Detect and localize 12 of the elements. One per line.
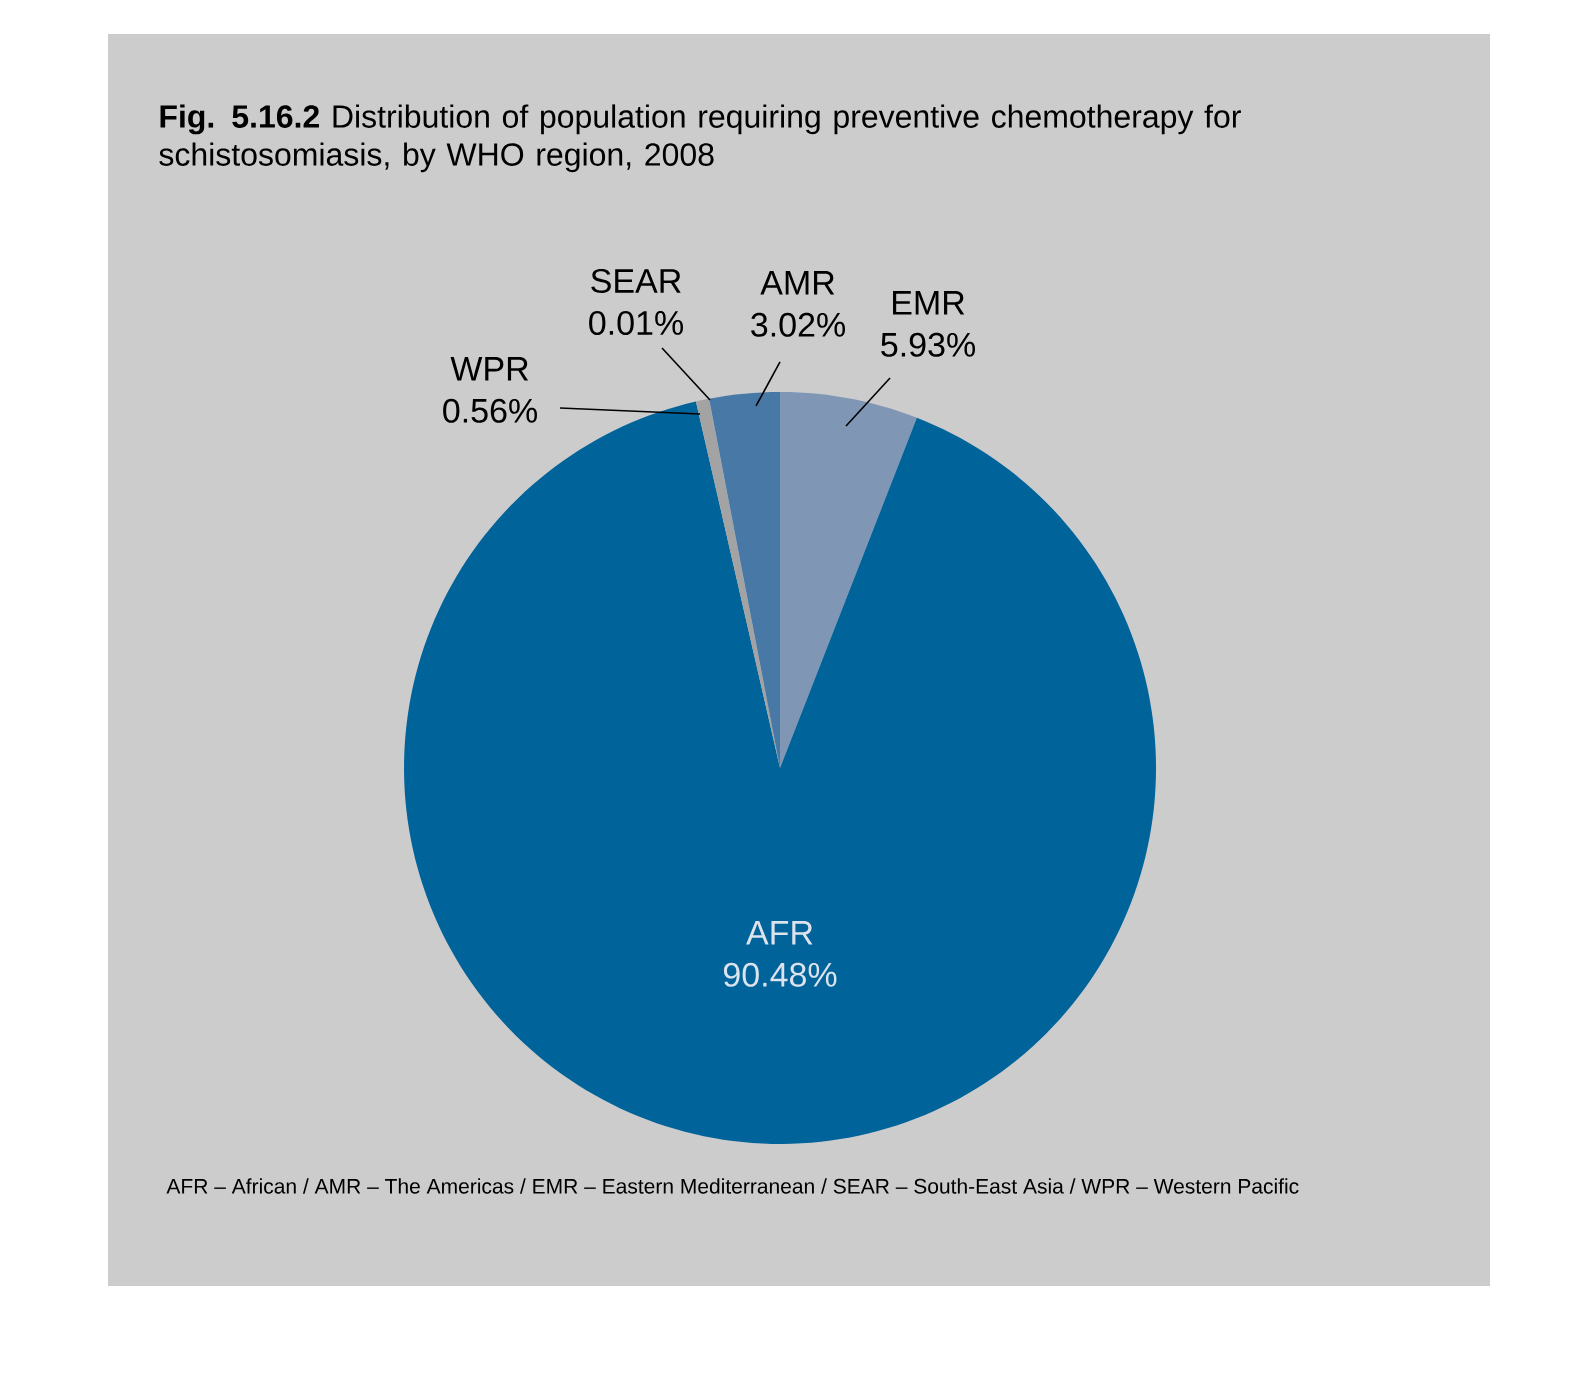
slice-label: EMR [893, 291, 965, 315]
slice-label: WPR [450, 357, 529, 381]
slice-label: AFR [746, 921, 813, 945]
data-label: 0.56% [443, 398, 537, 423]
data-label: 5.93% [881, 332, 975, 357]
data-label: 0.01% [589, 310, 683, 336]
slice-label: SEAR [591, 268, 681, 294]
text: AFR – African / AMR – The Americas / EMR – Eastern Mediterranean / SEAR – South-East Asia / WPR – Western Pacific [166, 1178, 1299, 1194]
chart-title: Fig. 5.16.2 Distribution of population requiring preventive chemotherapy for schistosomiasis, by WHO region, 2008 [159, 104, 1241, 173]
data-label: 90.48% [723, 962, 837, 987]
slice-label: AMR [760, 271, 835, 295]
data-label: 3.02% [751, 312, 845, 337]
